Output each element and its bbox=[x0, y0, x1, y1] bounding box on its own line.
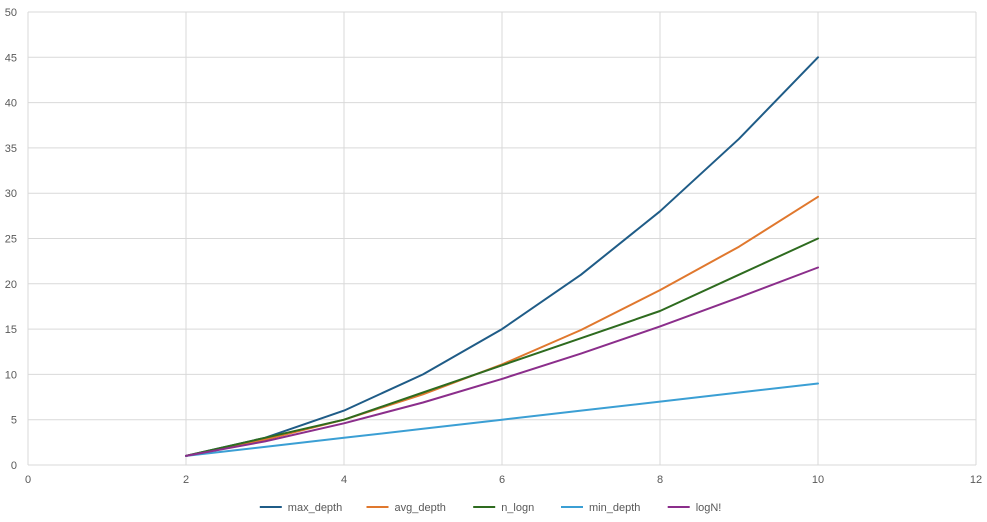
legend-item: n_logn bbox=[473, 502, 534, 514]
series-line-n-logn bbox=[185, 237, 819, 457]
series-line-max-depth bbox=[185, 56, 819, 457]
x-tick-label: 0 bbox=[25, 474, 31, 486]
legend-label: avg_depth bbox=[395, 502, 446, 514]
x-tick-label: 2 bbox=[183, 474, 189, 486]
y-tick-label: 25 bbox=[5, 234, 17, 246]
legend-label: max_depth bbox=[288, 502, 342, 514]
y-tick-label: 5 bbox=[11, 415, 17, 427]
series-lines bbox=[185, 56, 819, 457]
legend-item: max_depth bbox=[259, 502, 342, 514]
legend-item: logN! bbox=[667, 502, 722, 514]
series-line-logn- bbox=[185, 266, 819, 457]
y-tick-label: 40 bbox=[5, 98, 17, 110]
legend: max_depth avg_depth n_logn min_depth logN! bbox=[259, 502, 722, 514]
legend-item: avg_depth bbox=[366, 502, 446, 514]
x-tick-label: 8 bbox=[657, 474, 663, 486]
y-tick-label: 0 bbox=[11, 460, 17, 472]
y-tick-label: 15 bbox=[5, 324, 17, 336]
x-tick-label: 4 bbox=[341, 474, 347, 486]
x-tick-label: 10 bbox=[812, 474, 824, 486]
legend-label: min_depth bbox=[589, 502, 640, 514]
y-tick-label: 30 bbox=[5, 188, 17, 200]
x-tick-labels: 0 2 4 6 8 10 12 bbox=[25, 474, 982, 486]
y-tick-label: 50 bbox=[5, 7, 17, 19]
x-tick-label: 12 bbox=[970, 474, 982, 486]
legend-label: n_logn bbox=[501, 502, 534, 514]
y-tick-label: 10 bbox=[5, 369, 17, 381]
x-tick-label: 6 bbox=[499, 474, 505, 486]
y-tick-label: 45 bbox=[5, 52, 17, 64]
y-tick-label: 20 bbox=[5, 279, 17, 291]
y-tick-label: 35 bbox=[5, 143, 17, 155]
legend-item: min_depth bbox=[561, 502, 640, 514]
legend-label: logN! bbox=[696, 502, 722, 514]
y-tick-labels: 0 5 10 15 20 25 30 35 40 45 50 bbox=[5, 7, 17, 472]
series-line-min-depth bbox=[185, 382, 819, 457]
